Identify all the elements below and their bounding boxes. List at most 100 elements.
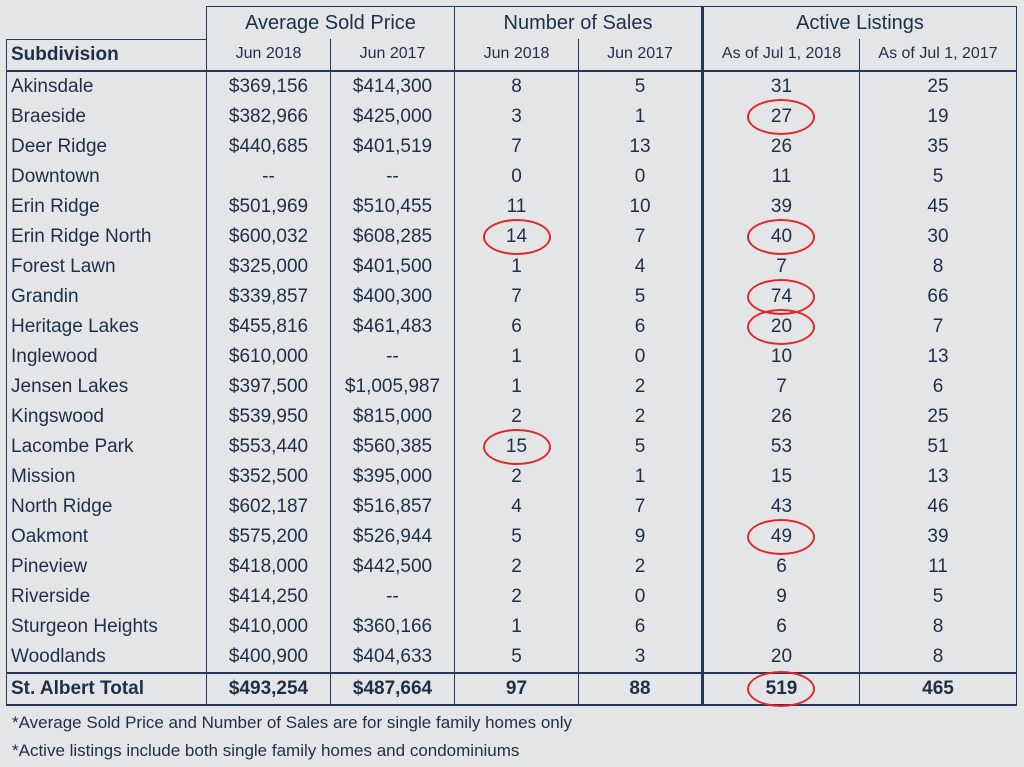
cell-listings-2017: 465	[859, 671, 1017, 706]
subheader-price-2017: Jun 2017	[330, 39, 455, 72]
sales-table: Average Sold Price Number of Sales Activ…	[6, 6, 1017, 706]
cell-avg-price-2017: $487,664	[330, 671, 455, 706]
cell-avg-price-2018: $440,685	[206, 131, 331, 162]
table-row: Pineview $418,000 $442,500 2 2 6 11	[6, 551, 1017, 582]
cell-subdivision: North Ridge	[6, 491, 207, 522]
cell-listings-2017: 46	[859, 491, 1017, 522]
cell-avg-price-2018: $553,440	[206, 431, 331, 462]
cell-avg-price-2018: $410,000	[206, 611, 331, 642]
cell-avg-price-2017: $400,300	[330, 281, 455, 312]
cell-subdivision: St. Albert Total	[6, 671, 207, 706]
cell-listings-2018: 6	[701, 551, 860, 582]
cell-sales-2018: 1	[454, 371, 579, 402]
cell-subdivision: Pineview	[6, 551, 207, 582]
cell-listings-2017: 66	[859, 281, 1017, 312]
cell-sales-2018: 3	[454, 101, 579, 132]
cell-avg-price-2018: $418,000	[206, 551, 331, 582]
cell-sales-2017: 5	[578, 281, 703, 312]
cell-listings-2017: 30	[859, 221, 1017, 252]
cell-avg-price-2018: $397,500	[206, 371, 331, 402]
cell-listings-2018: 40	[701, 221, 860, 252]
cell-sales-2018: 1	[454, 611, 579, 642]
cell-sales-2017: 5	[578, 70, 703, 102]
cell-listings-2017: 13	[859, 341, 1017, 372]
cell-sales-2017: 0	[578, 341, 703, 372]
subheader-sales-2017: Jun 2017	[578, 39, 703, 72]
cell-sales-2018: 5	[454, 521, 579, 552]
cell-listings-2018: 49	[701, 521, 860, 552]
cell-avg-price-2017: $1,005,987	[330, 371, 455, 402]
cell-subdivision: Woodlands	[6, 641, 207, 673]
cell-avg-price-2017: $360,166	[330, 611, 455, 642]
cell-listings-2018: 20	[701, 311, 860, 342]
cell-listings-2018: 20	[701, 641, 860, 673]
cell-listings-2018: 26	[701, 131, 860, 162]
cell-sales-2018: 11	[454, 191, 579, 222]
table-row: Oakmont $575,200 $526,944 5 9 49 39	[6, 521, 1017, 552]
cell-listings-2018: 43	[701, 491, 860, 522]
cell-subdivision: Mission	[6, 461, 207, 492]
cell-listings-2017: 7	[859, 311, 1017, 342]
table-row: Lacombe Park $553,440 $560,385 15 5 53 51	[6, 431, 1017, 462]
table-row: Erin Ridge North $600,032 $608,285 14 7 40 30	[6, 221, 1017, 252]
cell-avg-price-2018: $493,254	[206, 671, 331, 706]
cell-listings-2017: 8	[859, 251, 1017, 282]
cell-subdivision: Riverside	[6, 581, 207, 612]
cell-sales-2017: 0	[578, 581, 703, 612]
cell-avg-price-2017: $395,000	[330, 461, 455, 492]
cell-avg-price-2018: $539,950	[206, 401, 331, 432]
table-row: Braeside $382,966 $425,000 3 1 27 19	[6, 101, 1017, 132]
cell-sales-2018: 2	[454, 401, 579, 432]
cell-avg-price-2017: $560,385	[330, 431, 455, 462]
cell-sales-2017: 6	[578, 311, 703, 342]
cell-sales-2017: 7	[578, 491, 703, 522]
cell-avg-price-2018: $602,187	[206, 491, 331, 522]
cell-sales-2018: 2	[454, 551, 579, 582]
cell-listings-2017: 25	[859, 401, 1017, 432]
cell-listings-2017: 8	[859, 611, 1017, 642]
cell-subdivision: Grandin	[6, 281, 207, 312]
cell-sales-2017: 2	[578, 401, 703, 432]
cell-subdivision: Erin Ridge North	[6, 221, 207, 252]
table-row: Grandin $339,857 $400,300 7 5 74 66	[6, 281, 1017, 312]
cell-listings-2018: 519	[701, 671, 860, 706]
total-row: St. Albert Total $493,254 $487,664 97 88 519 4…	[6, 671, 1017, 706]
cell-avg-price-2018: --	[206, 161, 331, 192]
cell-sales-2017: 9	[578, 521, 703, 552]
footnote-sales: *Average Sold Price and Number of Sales …	[12, 713, 573, 732]
cell-avg-price-2018: $600,032	[206, 221, 331, 252]
group-header-num-sales: Number of Sales	[454, 6, 703, 39]
table-row: Mission $352,500 $395,000 2 1 15 13	[6, 461, 1017, 492]
cell-sales-2018: 6	[454, 311, 579, 342]
cell-avg-price-2017: --	[330, 161, 455, 192]
cell-listings-2018: 7	[701, 371, 860, 402]
table-row: Akinsdale $369,156 $414,300 8 5 31 25	[6, 70, 1017, 102]
cell-avg-price-2017: $425,000	[330, 101, 455, 132]
cell-sales-2018: 0	[454, 161, 579, 192]
cell-sales-2017: 4	[578, 251, 703, 282]
cell-sales-2018: 4	[454, 491, 579, 522]
cell-sales-2017: 2	[578, 371, 703, 402]
cell-sales-2017: 0	[578, 161, 703, 192]
cell-sales-2017: 5	[578, 431, 703, 462]
cell-listings-2018: 7	[701, 251, 860, 282]
cell-sales-2018: 14	[454, 221, 579, 252]
cell-avg-price-2018: $369,156	[206, 70, 331, 102]
cell-listings-2017: 51	[859, 431, 1017, 462]
subheader-sales-2018: Jun 2018	[454, 39, 579, 72]
group-header-avg-price: Average Sold Price	[206, 6, 455, 39]
cell-listings-2017: 8	[859, 641, 1017, 673]
cell-listings-2018: 6	[701, 611, 860, 642]
cell-sales-2018: 5	[454, 641, 579, 673]
cell-avg-price-2017: $608,285	[330, 221, 455, 252]
cell-sales-2018: 1	[454, 341, 579, 372]
cell-sales-2017: 7	[578, 221, 703, 252]
cell-avg-price-2018: $575,200	[206, 521, 331, 552]
cell-sales-2018: 2	[454, 581, 579, 612]
cell-subdivision: Lacombe Park	[6, 431, 207, 462]
subheader-listings-2018: As of Jul 1, 2018	[701, 39, 860, 72]
cell-sales-2017: 88	[578, 671, 703, 706]
cell-subdivision: Oakmont	[6, 521, 207, 552]
cell-avg-price-2018: $610,000	[206, 341, 331, 372]
